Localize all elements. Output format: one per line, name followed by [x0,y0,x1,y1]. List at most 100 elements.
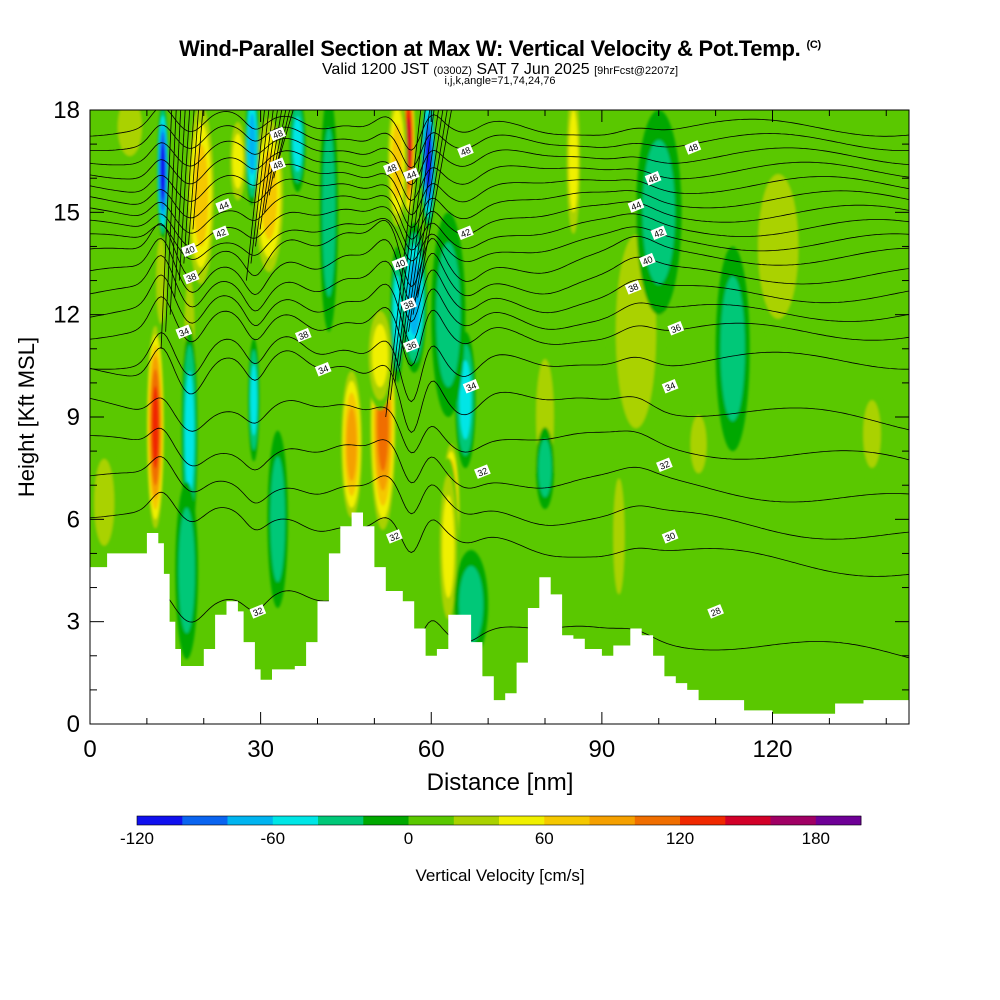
colorbar: -120 -60 0 60 120 180 [120,815,862,848]
theta-contour-40 [90,219,909,288]
contour-label: 32 [249,604,267,619]
contour-label-box [624,280,642,295]
contour-label-box [474,464,491,479]
theta-contour-28 [90,590,909,659]
colorbar-label: Vertical Velocity [cm/s] [415,866,584,885]
velocity-field [90,110,909,724]
downdraft-contour-band [292,116,303,172]
contour-label-text: 32 [388,530,401,543]
theta-contour-36 [90,296,909,367]
contour-label-box [462,379,480,394]
contour-label-box [627,198,645,213]
contour-label-box [175,324,193,339]
contour-label-text: 48 [385,162,398,175]
contour-label-text: 34 [465,380,478,393]
colorbar-tick-label: 0 [404,829,413,848]
colorbar-swatch [680,816,726,825]
theta-contour-slant [178,110,191,281]
theta-contour-slant [417,110,452,298]
colorbar-tick-label: 120 [666,829,694,848]
contour-label-box [391,256,409,271]
y-tick-label: 0 [67,711,80,738]
contour-label-box [400,297,417,312]
updraft-contour-band [232,133,244,189]
colorbar-tick-label: -60 [261,829,286,848]
contour-label-text: 38 [402,298,415,311]
contour-label: 44 [215,198,233,213]
theta-contour-slant [255,110,274,247]
colorbar-swatch [725,816,771,825]
contour-label-box [707,604,724,619]
contour-label-text: 42 [652,227,665,240]
theta-contour-35 [90,332,909,403]
contour-label-text: 48 [271,159,284,172]
contour-label: 32 [474,464,491,479]
x-tick-label: 120 [752,736,792,763]
colorbar-swatch [408,816,455,825]
y-tick-label: 6 [67,506,80,533]
contour-label: 34 [175,324,193,339]
contour-label-box [294,327,312,343]
downdraft-contour-band [425,133,432,190]
theta-contour-slant [259,110,278,230]
contour-label-text: 32 [658,459,671,472]
y-tick-label: 12 [53,302,80,329]
theta-contour-slant [389,110,426,400]
contour-label: 48 [269,126,287,142]
downdraft-contour-band [459,360,472,440]
y-tick-label: 15 [53,199,80,226]
y-tick-label: 3 [67,609,80,636]
contour-label-text: 30 [664,530,677,543]
contour-label-text: 36 [405,339,418,352]
contour-label: 28 [707,604,724,619]
contour-label-text: 40 [183,244,196,257]
contour-label-text: 34 [664,380,677,393]
contour-label-box [385,529,403,544]
theta-contour-48 [90,124,909,169]
contour-label-box [656,457,673,473]
theta-contour-42 [90,206,909,251]
colorbar-swatch [453,816,500,825]
theta-contour-43 [90,194,909,240]
contour-label: 42 [212,225,230,241]
contour-label: 36 [402,338,420,353]
theta-contour-39 [90,238,909,304]
updraft-contour-band [613,478,625,595]
downdraft-contour-band [178,507,195,634]
theta-contour-41 [90,217,909,263]
contour-label-text: 38 [297,329,310,342]
theta-contour-37 [90,274,909,344]
colorbar-swatch [544,816,590,825]
terrain [90,512,909,724]
contour-label: 38 [624,280,642,295]
contour-label: 48 [684,140,702,155]
colorbar-swatch [137,816,183,825]
theta-contour-slant [385,110,422,418]
theta-contour-slant [183,110,195,264]
downdraft-contour-band [436,242,461,388]
theta-contour-slant [169,110,182,315]
colorbar-tick-label: -120 [120,829,154,848]
downdraft-contour-band [248,113,256,175]
colorbar-swatch [182,816,228,825]
contour-label-box [457,143,474,159]
contour-label-text: 46 [647,172,660,185]
contour-label: 30 [661,529,679,544]
contour-label-box [639,252,656,268]
contour-label-text: 40 [641,254,654,267]
updraft-contour-band [568,110,579,213]
contour-label-box [650,225,668,241]
contour-label-text: 48 [459,145,472,158]
downdraft-contour-band [720,276,745,422]
theta-contour-44 [90,178,909,229]
contour-label: 40 [639,252,656,268]
terrain-mask [90,512,909,724]
contour-label-text: 38 [627,281,640,294]
updraft-contour-band [758,174,799,319]
contour-label-text: 42 [214,227,227,240]
contour-label: 34 [661,379,679,394]
theta-contour-34 [90,347,909,434]
contour-label: 44 [627,198,645,213]
contour-label: 40 [391,256,409,271]
